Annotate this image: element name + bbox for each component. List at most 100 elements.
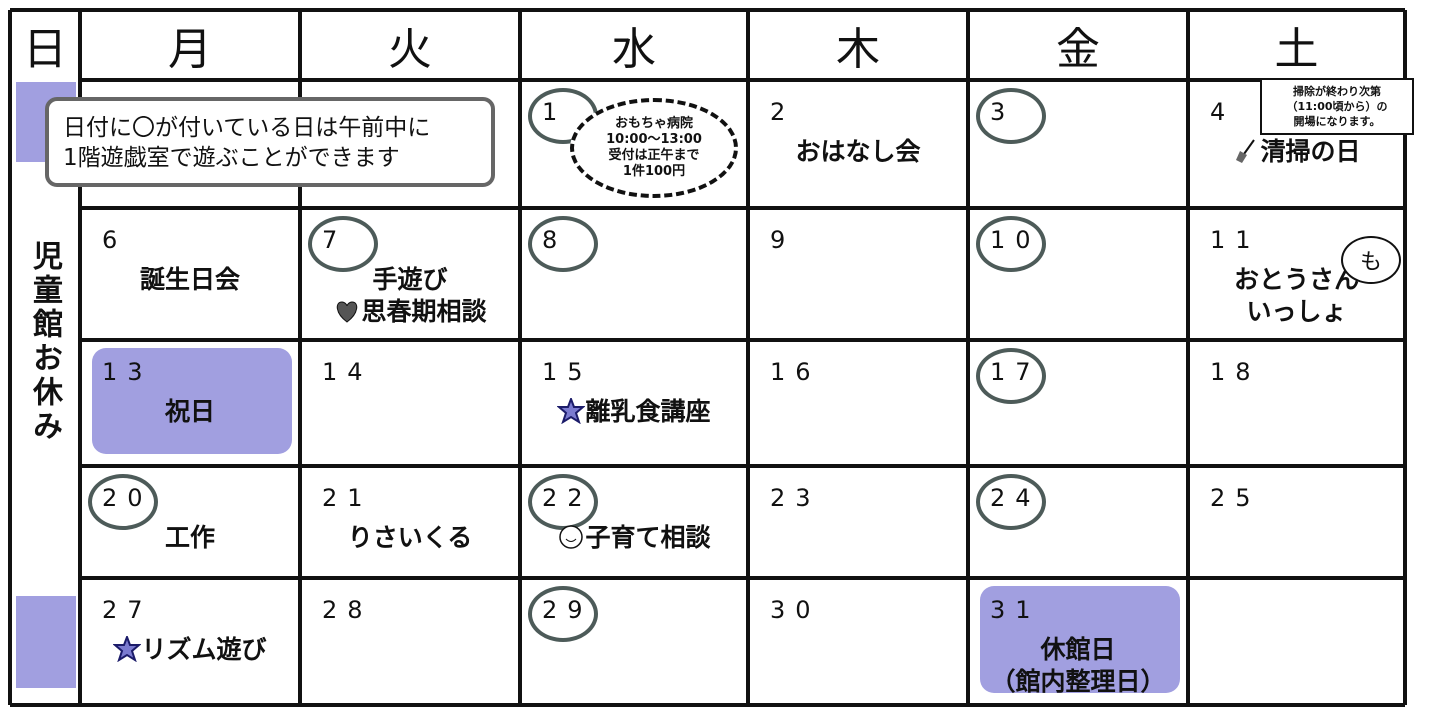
event: おとうさん (1188, 264, 1405, 296)
event: おはなし会 (748, 136, 968, 168)
icon-smile (559, 525, 584, 549)
header-corner: 日 (23, 24, 67, 75)
event: 誕生日会 (80, 264, 300, 296)
day-cell: 15 離乳食講座 (520, 340, 748, 466)
heart (337, 301, 358, 323)
day-cell: 6 誕生日会 (80, 208, 300, 340)
event: 祝日 (80, 396, 300, 428)
event-text: 工作 (164, 523, 215, 552)
header-day: 金 (1056, 24, 1100, 75)
day-cell: 25 (1188, 466, 1405, 578)
day-cell: 29 (520, 578, 748, 705)
open-circle (528, 586, 598, 642)
day-cell: 18 (1188, 340, 1405, 466)
event-text: リズム遊び (141, 635, 267, 664)
day-cell: 30 (748, 578, 968, 705)
day-number: 28 (322, 596, 373, 624)
day-number: 1 (542, 98, 568, 126)
event-text: 誕生日会 (139, 265, 240, 294)
day-number: 31 (990, 596, 1041, 624)
day-number: 10 (990, 226, 1041, 254)
note-line: も (1359, 250, 1382, 275)
events: おとうさん いっしょ (1188, 264, 1405, 328)
event: 工作 (80, 522, 300, 554)
day-number: 13 (102, 358, 153, 386)
notice-line: 1階遊戯室で遊ぶことができます (63, 145, 400, 171)
face (559, 525, 584, 549)
events: 清掃の日 (1188, 136, 1405, 168)
star (556, 396, 587, 425)
day-cell: 10 (968, 208, 1188, 340)
holiday-highlight (980, 586, 1180, 693)
note-line: 開場になります。 (1293, 115, 1381, 128)
day-cell: 3 (968, 80, 1188, 208)
day-number: 9 (770, 226, 796, 254)
event: 子育て相談 (520, 522, 748, 554)
open-circle (528, 216, 598, 272)
event-text: 休館日 (1040, 635, 1116, 664)
side-label: 児童館お休み (27, 240, 62, 444)
day-cell: 24 (968, 466, 1188, 578)
day-cell: 2 おはなし会 (748, 80, 968, 208)
event: 思春期相談 (300, 296, 520, 328)
event-text: 清掃の日 (1260, 137, 1361, 166)
events: 工作 (80, 522, 300, 554)
event: 手遊び (300, 264, 520, 296)
events: おはなし会 (748, 136, 968, 168)
day-cell: 20 工作 (80, 466, 300, 578)
handle (1243, 139, 1256, 155)
open-circle (88, 474, 158, 530)
day-number: 20 (102, 484, 153, 512)
event-text: 祝日 (164, 397, 215, 426)
event-text: いっしょ (1246, 297, 1347, 326)
event-text: 離乳食講座 (585, 397, 711, 426)
day-number: 16 (770, 358, 821, 386)
day-number: 6 (102, 226, 128, 254)
events: 祝日 (80, 396, 300, 428)
events: リズム遊び (80, 634, 300, 666)
day-number: 7 (322, 226, 348, 254)
star (112, 634, 143, 663)
event: 休館日 (968, 634, 1188, 666)
events: りさいくる (300, 522, 520, 554)
day-cell: 28 (300, 578, 520, 705)
open-circle (976, 88, 1046, 144)
open-circle (528, 474, 598, 530)
icon-broom (1236, 139, 1256, 163)
day-number: 27 (102, 596, 153, 624)
day-number: 8 (542, 226, 568, 254)
day-number: 4 (1210, 98, 1236, 126)
event-text: 子育て相談 (585, 523, 711, 552)
event: いっしょ (1188, 296, 1405, 328)
header-day: 月 (168, 24, 212, 75)
day-number: 17 (990, 358, 1041, 386)
notice-line: 日付に〇が付いている日は午前中に (63, 115, 431, 141)
icon-heart (337, 301, 358, 323)
events: 誕生日会 (80, 264, 300, 296)
day-number: 11 (1210, 226, 1261, 254)
day-cell: 13 祝日 (80, 340, 300, 466)
day-number: 30 (770, 596, 821, 624)
events: 休館日 （館内整理日） (968, 634, 1188, 698)
open-circle (976, 348, 1046, 404)
event: リズム遊び (80, 634, 300, 666)
events: 手遊び 思春期相談 (300, 264, 520, 328)
notice: 日付に〇が付いている日は午前中に 1階遊戯室で遊ぶことができます (45, 97, 495, 187)
event: （館内整理日） (968, 666, 1188, 698)
day-number: 15 (542, 358, 593, 386)
header-day: 水 (612, 24, 656, 75)
day-cell: 21 りさいくる (300, 466, 520, 578)
holiday-highlight (92, 348, 292, 454)
day-number: 18 (1210, 358, 1261, 386)
event: りさいくる (300, 522, 520, 554)
event-text: おはなし会 (795, 137, 921, 166)
note-line: （11:00頃から）の (1286, 100, 1388, 113)
icon-star (112, 634, 143, 663)
header-day: 木 (836, 24, 880, 75)
event-text: 手遊び (372, 265, 448, 294)
day-number: 14 (322, 358, 373, 386)
events: 子育て相談 (520, 522, 748, 554)
day-number: 25 (1210, 484, 1261, 512)
